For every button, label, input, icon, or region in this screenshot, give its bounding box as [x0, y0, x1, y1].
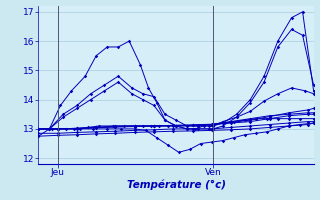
X-axis label: Température (°c): Température (°c)	[126, 180, 226, 190]
